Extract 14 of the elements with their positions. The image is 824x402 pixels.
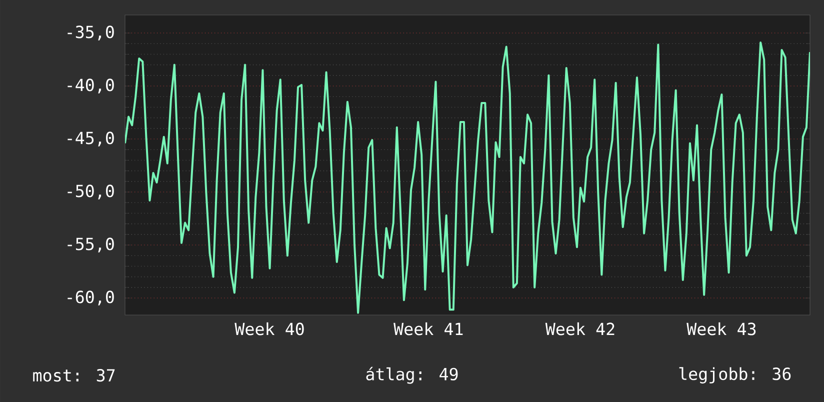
y-tick-label: -45,0	[68, 132, 114, 146]
x-tick-label: Week 43	[686, 322, 756, 336]
text: átlag: 49	[366, 366, 458, 384]
line-series	[125, 42, 810, 314]
y-tick-label: -35,0	[68, 26, 114, 40]
x-tick-label: Week 42	[545, 322, 614, 336]
x-tick-label: Week 41	[394, 322, 463, 336]
text: legjobb: 36	[679, 367, 791, 384]
text: most: 37	[33, 369, 115, 382]
y-tick-label: -55,0	[68, 238, 114, 252]
y-tick-label: -60,0	[68, 290, 114, 306]
x-tick-label: Week 40	[234, 322, 304, 336]
y-tick-label: -50,0	[68, 184, 114, 200]
y-tick-label: -40,0	[68, 78, 114, 94]
